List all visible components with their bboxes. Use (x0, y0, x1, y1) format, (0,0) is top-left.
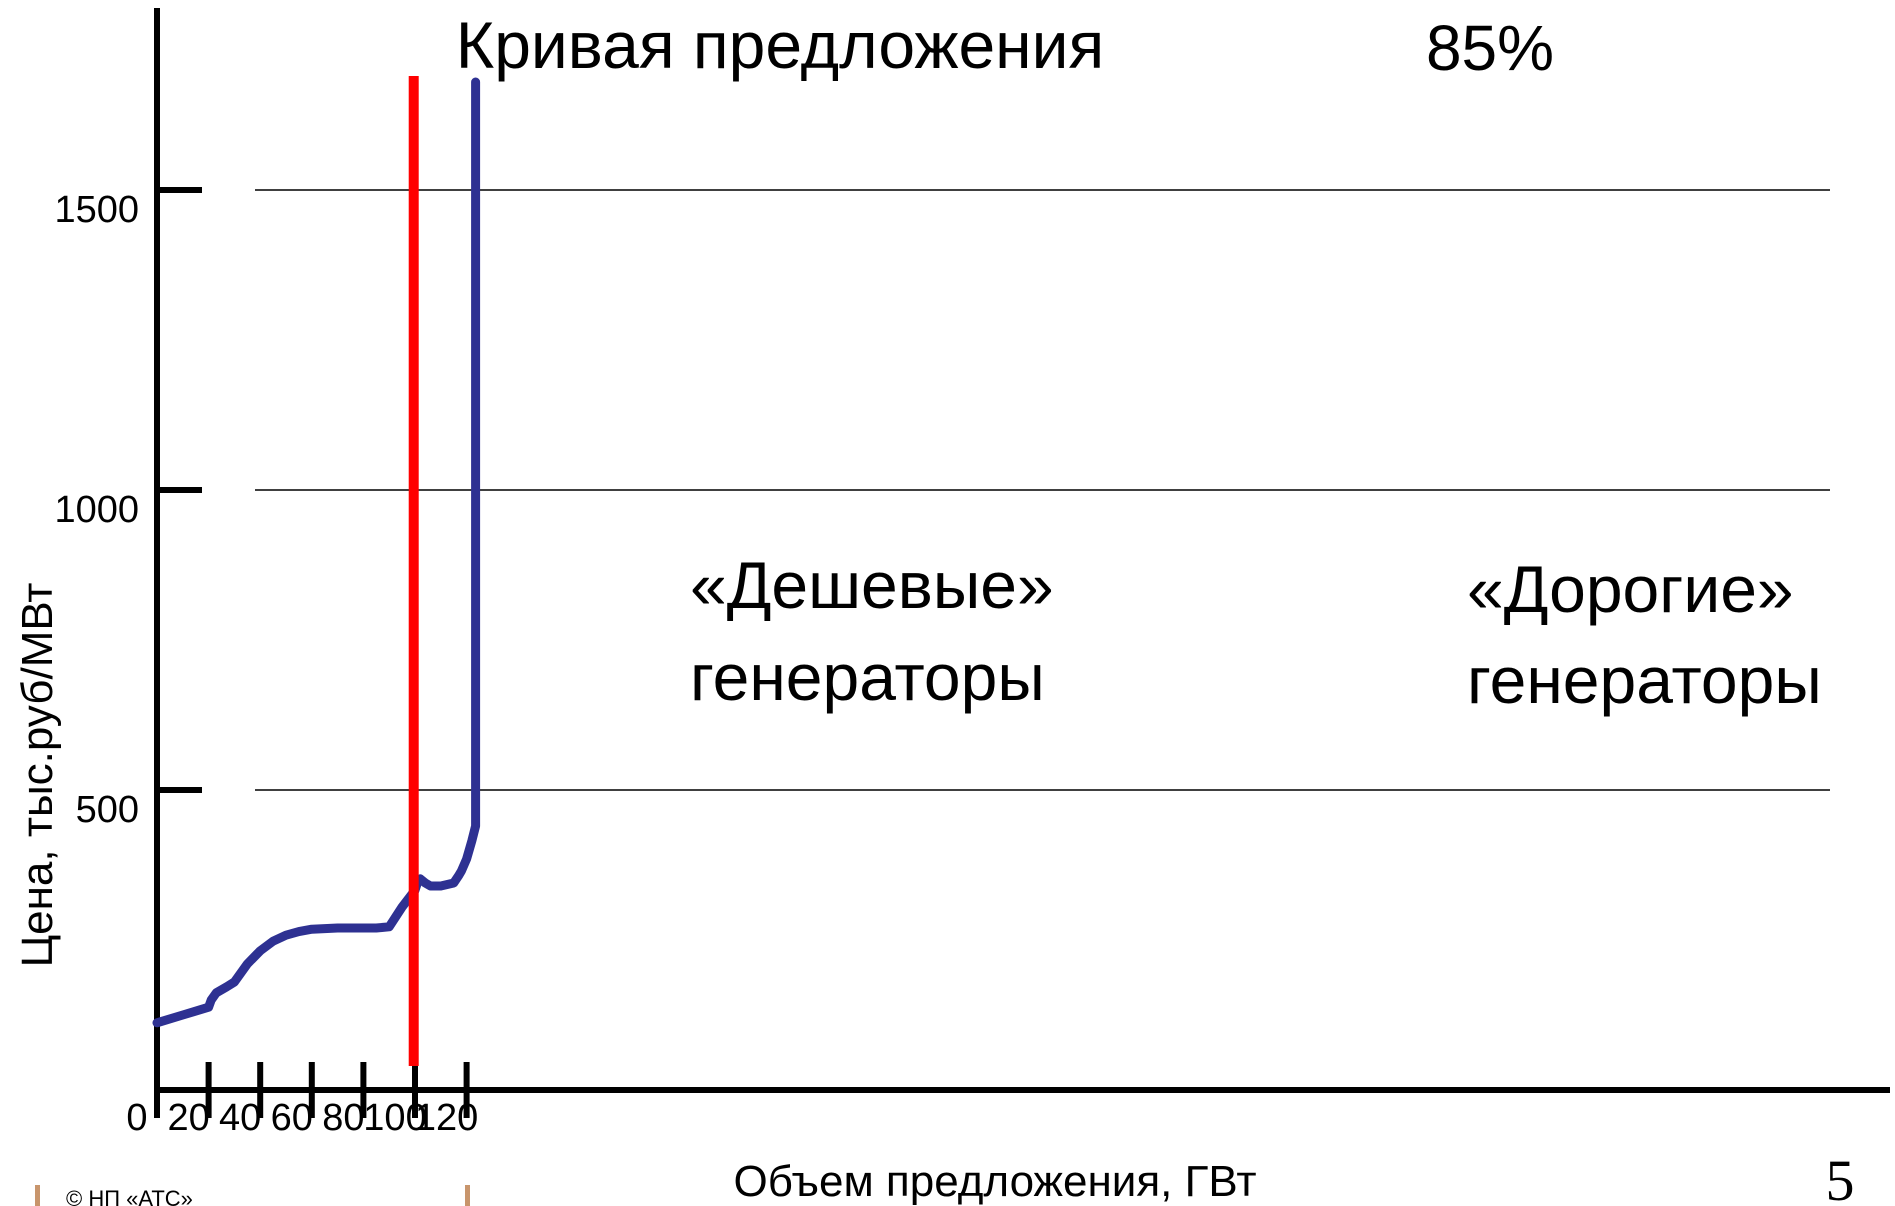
supply-curve-line-0 (152, 77, 481, 1028)
x-tick-label-80: 80 (322, 1097, 364, 1139)
series-layer (152, 77, 481, 1028)
x-tick-label-40: 40 (219, 1097, 261, 1139)
page-number: 5 (1826, 1148, 1855, 1206)
copyright-text: © НП «АТС» (66, 1186, 193, 1206)
annotation-cheap-line2: генераторы (690, 640, 1045, 714)
x-tick-label-0: 0 (126, 1097, 147, 1139)
annotation-expensive-line1: «Дорогие» (1467, 552, 1794, 626)
gridlines (255, 189, 1830, 791)
x-tick-label-20: 20 (167, 1097, 209, 1139)
marker-label-85-percent: 85% (1426, 12, 1554, 84)
x-tick-label-100: 100 (363, 1097, 426, 1139)
y-tick-label-1500: 1500 (54, 189, 139, 231)
y-axis-label: Цена, тыс.руб/МВт (13, 583, 62, 968)
y-tick-label-500: 500 (76, 789, 139, 831)
y-tick-label-1000: 1000 (54, 489, 139, 531)
x-tick-label-60: 60 (271, 1097, 313, 1139)
chart-title: Кривая предложения (456, 8, 1104, 82)
annotation-expensive-line2: генераторы (1467, 643, 1822, 717)
x-axis-label: Объем предложения, ГВт (734, 1157, 1257, 1206)
footer-marker-left (35, 1185, 40, 1206)
footer-marker-right (465, 1185, 470, 1206)
annotation-cheap-line1: «Дешевые» (690, 548, 1054, 622)
x-tick-label-120: 120 (415, 1097, 478, 1139)
